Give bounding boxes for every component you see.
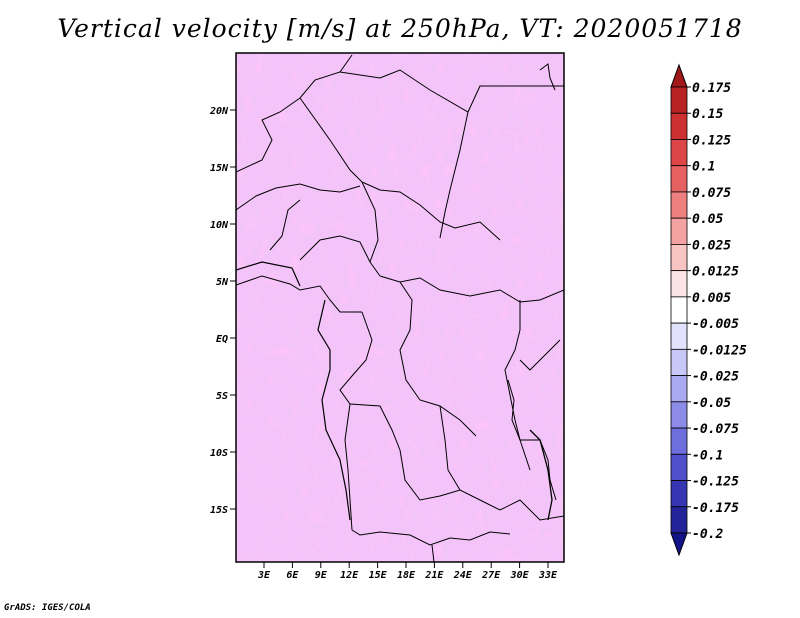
lat-label: EQ	[216, 334, 228, 345]
colorbar-segment	[670, 506, 688, 534]
border-line	[431, 544, 435, 562]
latitude-axis: 20N 15N 10N 5N EQ 5S 10S 15S	[209, 106, 236, 516]
colorbar-segment	[670, 191, 688, 219]
map-frame	[235, 52, 565, 563]
colorbar-segment	[670, 270, 688, 298]
colorbar-label: 0.005	[692, 291, 731, 306]
lon-label: 9E	[315, 570, 328, 581]
border-line	[339, 69, 564, 113]
colorbar-label: 0.1	[692, 160, 715, 175]
colorbar-label: -0.075	[692, 422, 739, 437]
velocity-field	[236, 53, 564, 562]
border-line	[439, 111, 469, 239]
lake-shore	[507, 379, 557, 501]
lat-label: 20N	[209, 106, 229, 117]
colorbar-label: 0.025	[692, 238, 731, 253]
colorbar-label: -0.175	[692, 501, 739, 516]
country-borders	[236, 54, 564, 562]
lon-label: 21E	[424, 570, 444, 581]
colorbar-segment	[670, 244, 688, 272]
border-line	[269, 199, 301, 251]
longitude-axis: 3E 6E 9E 12E 15E 18E 21E 24E 27E 30E 33E	[257, 562, 558, 581]
colorbar-segment	[670, 296, 688, 324]
grads-credit: GrADS: IGES/COLA	[4, 603, 91, 613]
colorbar-segment	[670, 427, 688, 455]
lat-label: 10S	[210, 448, 228, 459]
border-line	[399, 449, 564, 521]
colorbar-label: -0.125	[692, 475, 739, 490]
lon-label: 12E	[340, 570, 359, 581]
colorbar-segment	[670, 217, 688, 245]
lake-shore	[529, 429, 553, 521]
lat-label: 5N	[216, 277, 229, 288]
coastline	[317, 299, 351, 521]
lat-label: 10N	[210, 220, 229, 231]
colorbar-label: -0.0125	[692, 343, 747, 358]
colorbar-bottom-triangle	[670, 532, 688, 557]
colorbar-segment	[670, 322, 688, 350]
colorbar-segment	[670, 139, 688, 167]
lat-label: 15S	[210, 505, 228, 516]
lake-shore	[519, 339, 561, 371]
colorbar-segment	[670, 165, 688, 193]
colorbar-label: 0.125	[692, 133, 731, 148]
lon-label: 27E	[481, 570, 501, 581]
lon-label: 6E	[286, 570, 299, 581]
map-title: Vertical velocity [m/s] at 250hPa, VT: 2…	[57, 14, 743, 43]
colorbar-segment	[670, 375, 688, 403]
border-line	[344, 403, 511, 546]
colorbar[interactable]: 0.175 0.15 0.125 0.1 0.075 0.05 0.025 0.0125 0.0…	[670, 63, 747, 557]
lon-label: 15E	[369, 570, 388, 581]
coastline	[236, 261, 301, 287]
colorbar-label: -0.025	[692, 370, 739, 385]
border-line	[339, 311, 401, 451]
map-area[interactable]	[235, 52, 565, 563]
colorbar-label: -0.05	[692, 396, 731, 411]
border-line	[236, 183, 361, 211]
border-line	[439, 405, 461, 491]
lat-label: 5S	[216, 391, 228, 402]
colorbar-segment	[670, 480, 688, 508]
colorbar-label: -0.2	[692, 527, 723, 542]
border-line	[361, 181, 501, 241]
colorbar-label: 0.075	[692, 186, 731, 201]
lon-label: 3E	[257, 570, 271, 581]
colorbar-label: 0.15	[692, 107, 723, 122]
colorbar-label: -0.1	[692, 448, 723, 463]
lon-label: 30E	[510, 570, 530, 581]
border-line	[236, 275, 362, 313]
coastline	[539, 63, 556, 91]
colorbar-label: -0.005	[692, 317, 739, 332]
colorbar-segment	[670, 348, 688, 376]
colorbar-segment	[670, 112, 688, 140]
colorbar-label: 0.175	[692, 81, 731, 96]
colorbar-label: 0.05	[692, 212, 723, 227]
border-line	[236, 54, 353, 173]
border-line	[299, 235, 564, 303]
lon-label: 18E	[397, 570, 416, 581]
colorbar-top-triangle	[670, 63, 688, 88]
border-line	[399, 281, 477, 437]
lat-label: 15N	[210, 163, 229, 174]
lon-label: 24E	[453, 570, 473, 581]
lon-label: 33E	[538, 570, 558, 581]
colorbar-segment	[670, 86, 688, 114]
colorbar-segment	[670, 453, 688, 481]
colorbar-label: 0.0125	[692, 265, 739, 280]
colorbar-segment	[670, 401, 688, 429]
